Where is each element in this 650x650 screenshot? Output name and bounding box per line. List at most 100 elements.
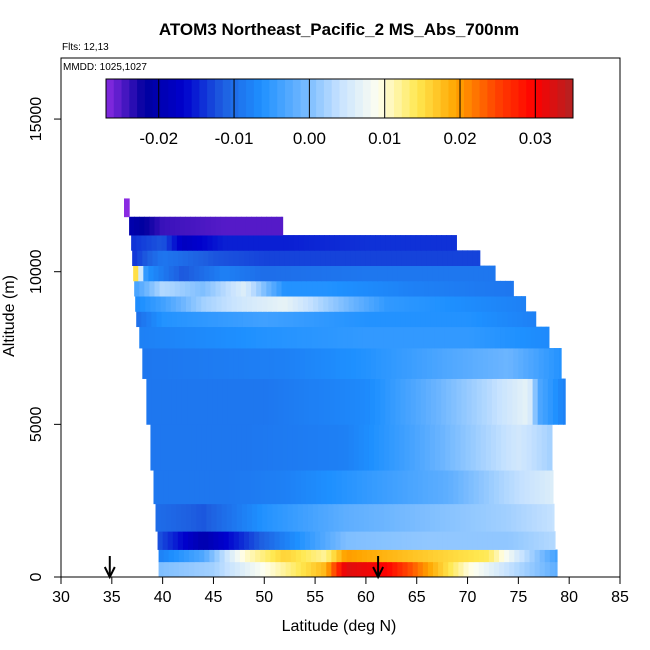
- heatmap-cell: [481, 311, 488, 328]
- heatmap-cell: [396, 531, 403, 550]
- heatmap-cell: [219, 265, 226, 282]
- heatmap-cell: [206, 503, 213, 532]
- heatmap-cell: [210, 326, 217, 349]
- heatmap-cell: [399, 424, 406, 471]
- heatmap-cell: [282, 296, 289, 312]
- heatmap-cell: [146, 235, 153, 251]
- heatmap-cell: [423, 326, 430, 349]
- heatmap-cell: [164, 280, 171, 297]
- heatmap-cell: [435, 296, 441, 312]
- heatmap-cell: [261, 280, 267, 297]
- heatmap-cell: [453, 549, 459, 563]
- heatmap-cell: [316, 561, 322, 578]
- heatmap-cell: [321, 549, 327, 563]
- heatmap-cell: [185, 216, 191, 236]
- heatmap-cell: [473, 561, 480, 578]
- heatmap-cell: [179, 216, 186, 236]
- heatmap-cell: [465, 503, 472, 532]
- heatmap-cell: [496, 503, 502, 532]
- heatmap-cell: [506, 424, 512, 471]
- heatmap-cell: [455, 424, 462, 471]
- heatmap-cell: [234, 549, 241, 563]
- heatmap-cell: [155, 296, 162, 312]
- heatmap-cell: [191, 503, 197, 532]
- heatmap-cell: [389, 424, 395, 471]
- heatmap-cell: [194, 549, 200, 563]
- heatmap-cell: [417, 549, 424, 563]
- heatmap-cell: [337, 280, 344, 297]
- heatmap-cell: [381, 348, 387, 379]
- heatmap-cell: [300, 470, 307, 505]
- heatmap-cell: [243, 531, 250, 550]
- heatmap-cell: [544, 549, 551, 563]
- heatmap-cell: [236, 424, 243, 471]
- heatmap-cell: [217, 235, 224, 251]
- heatmap-cell: [141, 311, 147, 328]
- heatmap-cell: [407, 561, 414, 578]
- heatmap-cell: [313, 424, 319, 471]
- heatmap-cell: [354, 378, 361, 425]
- heatmap-cell: [421, 531, 428, 550]
- heatmap-cell: [183, 549, 190, 563]
- heatmap-cell: [446, 235, 452, 251]
- heatmap-cell: [483, 470, 490, 505]
- heatmap-cell: [290, 470, 297, 505]
- heatmap-cell: [147, 250, 154, 266]
- heatmap-cell: [542, 378, 549, 425]
- heatmap-cell: [163, 470, 170, 505]
- heatmap-cell: [293, 235, 300, 251]
- heatmap-cell: [267, 503, 273, 532]
- heatmap-cell: [458, 470, 465, 505]
- heatmap-cell: [230, 280, 237, 297]
- colorbar-segment: [534, 79, 543, 118]
- heatmap-cell: [356, 470, 363, 505]
- heatmap-cell: [221, 424, 228, 471]
- heatmap-cell: [189, 470, 195, 505]
- heatmap-cell: [285, 549, 292, 563]
- heatmap-cell: [246, 503, 253, 532]
- heatmap-cell: [224, 470, 231, 505]
- heatmap-cell: [536, 424, 543, 471]
- heatmap-cell: [277, 296, 284, 312]
- heatmap-cell: [333, 424, 340, 471]
- heatmap-cell: [506, 296, 512, 312]
- heatmap-cell: [529, 549, 536, 563]
- heatmap-cell: [280, 265, 287, 282]
- heatmap-cell: [378, 326, 384, 349]
- heatmap-cell: [420, 378, 427, 425]
- heatmap-cell: [488, 470, 495, 505]
- heatmap-cell: [160, 296, 167, 312]
- heatmap-cell: [201, 296, 207, 312]
- heatmap-cell: [545, 326, 550, 349]
- heatmap-cell: [311, 265, 317, 282]
- heatmap-cell: [494, 326, 501, 349]
- colorbar-tick-label: -0.01: [215, 129, 254, 148]
- heatmap-cell: [313, 296, 319, 312]
- heatmap-cell: [222, 235, 229, 251]
- heatmap-cell: [233, 348, 240, 379]
- heatmap-cell: [376, 348, 382, 379]
- heatmap-cell: [390, 311, 396, 328]
- heatmap-cell: [202, 235, 208, 251]
- heatmap-cell: [452, 348, 458, 379]
- colorbar-segment: [316, 79, 325, 118]
- heatmap-cell: [363, 503, 370, 532]
- heatmap-cell: [448, 561, 454, 578]
- heatmap-cell: [514, 470, 520, 505]
- heatmap-cell: [401, 531, 408, 550]
- heatmap-cell: [298, 235, 305, 251]
- heatmap-cell: [426, 250, 433, 266]
- heatmap-cell: [240, 280, 247, 297]
- heatmap-cell: [534, 470, 541, 505]
- heatmap-cell: [185, 280, 191, 297]
- heatmap-cell: [485, 424, 492, 471]
- heatmap-cell: [181, 235, 188, 251]
- heatmap-cell: [547, 378, 554, 425]
- heatmap-cell: [412, 265, 419, 282]
- heatmap-cell: [386, 531, 392, 550]
- heatmap-cell: [324, 378, 330, 425]
- heatmap-cell: [438, 470, 444, 505]
- heatmap-cell: [196, 503, 202, 532]
- heatmap-cell: [356, 549, 363, 563]
- heatmap-cell: [326, 470, 332, 505]
